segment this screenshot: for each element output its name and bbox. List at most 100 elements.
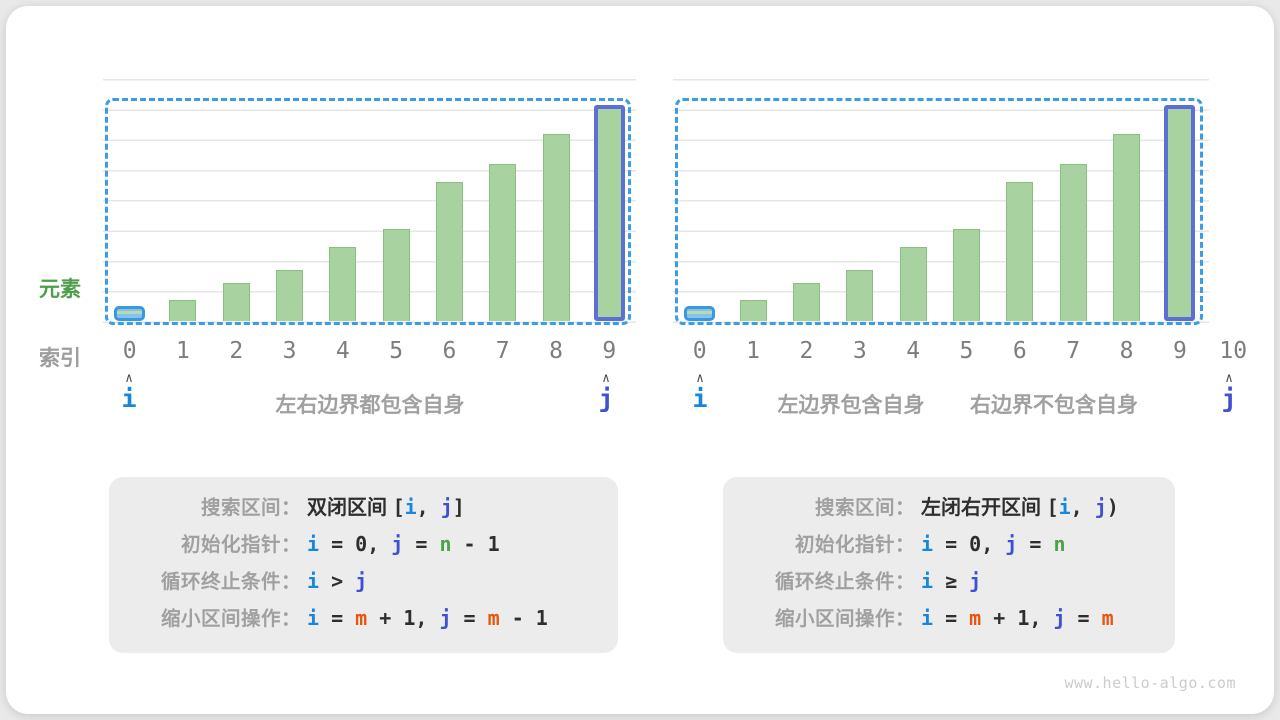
info-row-label: 初始化指针： xyxy=(794,534,915,556)
index-tick-2: 2 xyxy=(799,338,814,364)
code-segment: j xyxy=(391,532,404,556)
code-segment: , xyxy=(416,495,441,519)
info-row: 初始化指针： i = 0, j = n xyxy=(723,528,1175,565)
right-pointer-j: j xyxy=(1221,384,1237,413)
bar-8 xyxy=(1113,134,1141,321)
index-tick-3: 3 xyxy=(852,338,867,364)
info-row-value: i ≥ j xyxy=(921,569,981,593)
code-segment: i xyxy=(1058,495,1071,519)
index-tick-0: 0 xyxy=(692,338,707,364)
closed-interval-info-box: 搜索区间： 双闭区间 [i, j] 初始化指针： i = 0, j = n - 1 循环… xyxy=(109,477,618,653)
info-row-value: i > j xyxy=(307,569,367,593)
info-row-label: 搜索区间： xyxy=(200,497,301,519)
bar-column-3 xyxy=(263,79,316,321)
code-segment: j xyxy=(439,606,452,630)
code-segment: ] xyxy=(452,495,465,519)
code-segment: m xyxy=(1101,606,1114,630)
code-segment: 左闭右开区间 xyxy=(921,497,1047,519)
code-segment: 双闭区间 xyxy=(307,497,393,519)
index-tick-6: 6 xyxy=(1012,338,1027,364)
code-segment: n xyxy=(1053,532,1066,556)
code-segment: - 1 xyxy=(499,606,548,630)
info-row-label: 循环终止条件： xyxy=(774,571,915,593)
info-row-label: 缩小区间操作： xyxy=(160,608,301,630)
index-tick-9: 9 xyxy=(602,338,617,364)
bar-column-7 xyxy=(1047,79,1100,321)
right-chart-caption-a: 左边界包含自身 xyxy=(777,394,925,417)
info-row-value: i = 0, j = n xyxy=(921,532,1066,556)
bar-column-2 xyxy=(210,79,263,321)
code-segment: m xyxy=(969,606,982,630)
element-axis-label: 元素 xyxy=(39,278,81,301)
bar-3 xyxy=(276,270,304,321)
info-row: 循环终止条件： i > j xyxy=(109,565,618,602)
code-segment: - 1 xyxy=(451,532,500,556)
info-row-value: i = 0, j = n - 1 xyxy=(307,532,500,556)
blue-highlight-bar-0 xyxy=(114,306,146,321)
code-segment: i xyxy=(921,606,934,630)
info-row-label: 缩小区间操作： xyxy=(774,608,915,630)
right-interval-dashed-rect xyxy=(675,98,1203,325)
code-segment: i xyxy=(921,569,934,593)
right-pointer-i: i xyxy=(692,384,708,413)
code-segment: > xyxy=(319,569,356,593)
code-segment: i xyxy=(404,495,417,519)
bar-column-9 xyxy=(583,79,636,321)
code-segment: ) xyxy=(1106,495,1119,519)
left-index-row: 0 1 2 3 4 5 6 7 8 9 xyxy=(103,338,636,364)
code-segment: + 1, xyxy=(367,606,440,630)
bar-8 xyxy=(542,134,570,321)
index-tick-5: 5 xyxy=(389,338,404,364)
code-segment: i xyxy=(307,606,320,630)
bar-column-4 xyxy=(316,79,369,321)
code-segment: + 1, xyxy=(981,606,1054,630)
code-segment: i xyxy=(921,532,934,556)
right-index-row: 0 1 2 3 4 5 6 7 8 9 10 xyxy=(673,338,1260,364)
bar-column-1 xyxy=(726,79,779,321)
bar-6 xyxy=(1006,182,1034,321)
bar-4 xyxy=(899,247,927,321)
index-tick-9: 9 xyxy=(1172,338,1187,364)
code-segment: [ xyxy=(1046,495,1059,519)
bar-column-8 xyxy=(529,79,582,321)
index-tick-8: 8 xyxy=(1119,338,1134,364)
code-segment: = xyxy=(933,606,970,630)
bar-7 xyxy=(489,164,517,321)
index-tick-3: 3 xyxy=(282,338,297,364)
bar-column-7 xyxy=(476,79,529,321)
code-segment: = xyxy=(1065,606,1102,630)
bar-column-1 xyxy=(156,79,209,321)
code-segment: i xyxy=(307,532,320,556)
bar-5 xyxy=(952,229,980,321)
code-segment: = xyxy=(1017,532,1054,556)
bar-2 xyxy=(222,283,250,321)
left-j-caret-icon: ∧ xyxy=(602,371,610,386)
info-row-value: 左闭右开区间 [i, j) xyxy=(921,491,1119,520)
code-segment: = xyxy=(319,606,356,630)
info-row: 循环终止条件： i ≥ j xyxy=(723,565,1175,602)
right-chart-bars xyxy=(673,79,1260,321)
index-tick-7: 7 xyxy=(1066,338,1081,364)
index-tick-1: 1 xyxy=(746,338,760,364)
left-chart-bars xyxy=(103,79,636,321)
info-row: 初始化指针： i = 0, j = n - 1 xyxy=(109,528,618,565)
bar-5 xyxy=(382,229,410,321)
index-tick-4: 4 xyxy=(906,338,921,364)
bar-column-3 xyxy=(833,79,886,321)
left-interval-dashed-rect xyxy=(105,98,631,325)
bar-7 xyxy=(1059,164,1087,321)
code-segment: = xyxy=(403,532,440,556)
index-tick-0: 0 xyxy=(122,338,137,364)
half-open-interval-info-box: 搜索区间： 左闭右开区间 [i, j) 初始化指针： i = 0, j = n 循环终止… xyxy=(723,477,1175,653)
code-segment: m xyxy=(487,606,500,630)
right-j-caret-icon: ∧ xyxy=(1225,371,1233,386)
code-segment: j xyxy=(1053,606,1066,630)
bar-column-6 xyxy=(993,79,1046,321)
bar-2 xyxy=(792,283,820,321)
index-tick-2: 2 xyxy=(229,338,244,364)
bar-column-2 xyxy=(780,79,833,321)
bar-6 xyxy=(435,182,463,321)
code-segment: j xyxy=(1005,532,1018,556)
bar-column-4 xyxy=(886,79,939,321)
bar-column-5 xyxy=(940,79,993,321)
